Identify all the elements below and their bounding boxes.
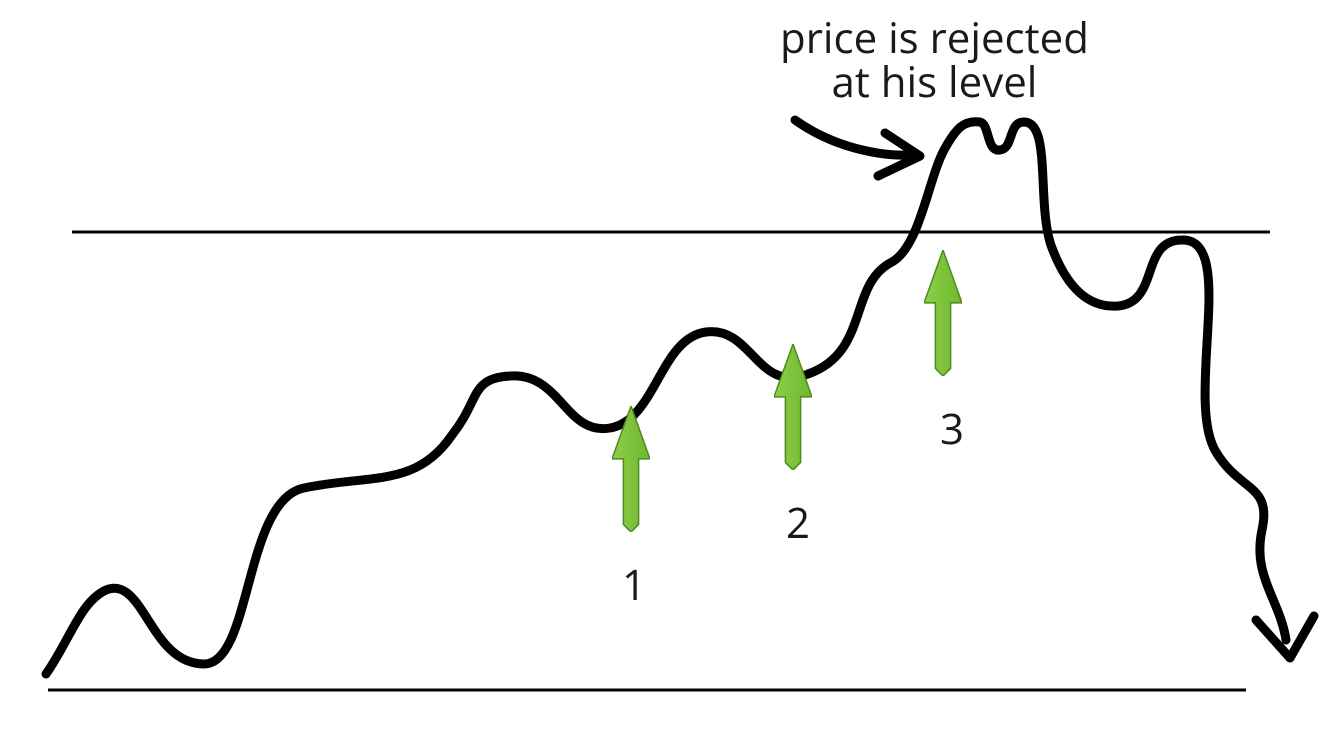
up-arrow-2 <box>774 344 812 470</box>
up-arrow-icon <box>612 406 650 532</box>
up-arrow-3 <box>924 250 962 376</box>
up-arrow-label-3: 3 <box>940 400 964 457</box>
pointer-arrow-layer <box>0 0 1322 734</box>
up-arrow-icon <box>774 344 812 470</box>
up-arrow-icon <box>924 250 962 376</box>
diagram-canvas: price is rejected at his level 1 2 3 <box>0 0 1322 734</box>
up-arrow-1 <box>612 406 650 532</box>
up-arrow-label-1: 1 <box>622 556 646 613</box>
up-arrow-label-2: 2 <box>786 494 810 551</box>
rejection-annotation: price is rejected at his level <box>780 16 1089 104</box>
rejection-annotation-line2: at his level <box>780 60 1089 104</box>
